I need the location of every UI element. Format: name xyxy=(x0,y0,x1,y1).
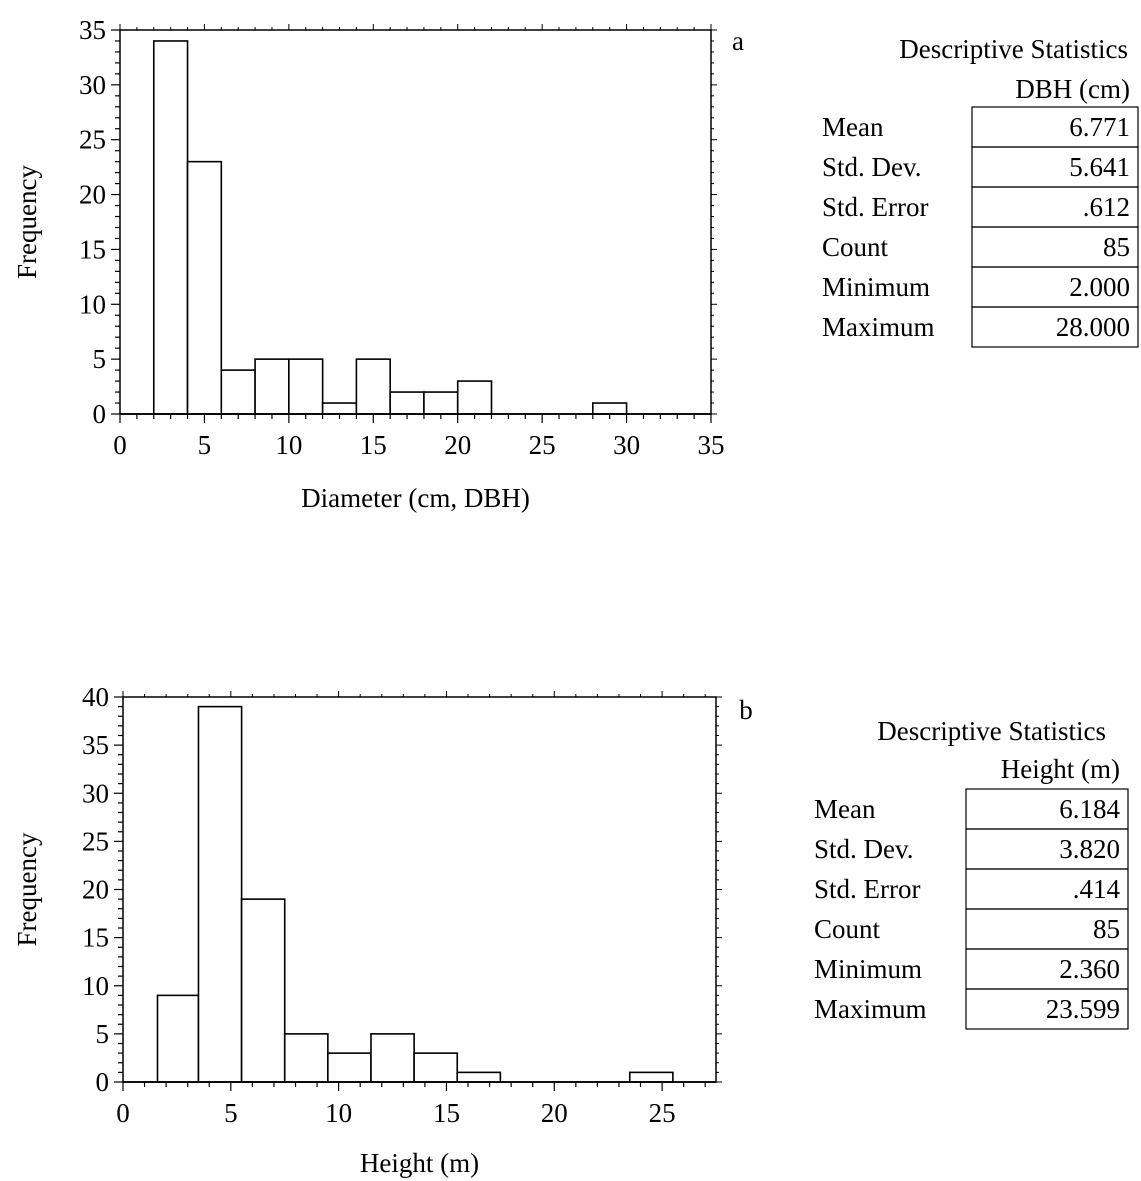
histogram-bar xyxy=(327,1052,372,1083)
stats-row-value: 6.771 xyxy=(1069,112,1130,142)
histogram-bar xyxy=(240,898,286,1083)
histogram-panel-a: 0 5 10 15 20 25 30 35 0 5 10 15 20 25 30 35 Diameter (cm… xyxy=(12,15,744,513)
x-tick-label: 5 xyxy=(198,430,212,460)
x-tick-label: 10 xyxy=(275,430,302,460)
panel-letter: b xyxy=(739,695,753,725)
y-axis-title: Frequency xyxy=(12,832,42,946)
y-tick-label: 25 xyxy=(79,125,106,155)
y-tick-label: 30 xyxy=(82,778,109,808)
x-tick-label: 0 xyxy=(113,430,127,460)
stats-row-label: Mean xyxy=(814,794,876,824)
histogram-bar xyxy=(283,1033,329,1083)
y-tick-label: 0 xyxy=(93,399,107,429)
stats-title: Descriptive Statistics xyxy=(877,716,1106,746)
histogram-bar xyxy=(186,160,223,415)
x-tick-label: 35 xyxy=(698,430,725,460)
histogram-bar xyxy=(413,1052,459,1083)
histogram-bar xyxy=(456,380,493,415)
stats-row-label: Minimum xyxy=(822,272,930,302)
histogram-bar xyxy=(152,40,189,415)
histogram-bar xyxy=(591,402,628,415)
histogram-bar xyxy=(389,391,425,415)
stats-row-label: Std. Dev. xyxy=(814,834,914,864)
stats-column-header: DBH (cm) xyxy=(1015,74,1130,104)
x-axis-title: Diameter (cm, DBH) xyxy=(301,483,530,513)
stats-row-value: 3.820 xyxy=(1059,834,1120,864)
y-tick-label: 20 xyxy=(79,180,106,210)
stats-row-label: Maximum xyxy=(822,312,935,342)
y-tick-label: 35 xyxy=(82,730,109,760)
stats-column-header: Height (m) xyxy=(1001,754,1120,784)
stats-row-value: 85 xyxy=(1093,914,1120,944)
stats-value-cell xyxy=(965,988,1129,1030)
y-axis-title: Frequency xyxy=(12,165,42,279)
stats-row-value: 2.000 xyxy=(1069,272,1130,302)
stats-row-value: 2.360 xyxy=(1059,954,1120,984)
y-tick-label: 15 xyxy=(79,234,106,264)
y-tick-label: 35 xyxy=(79,15,106,45)
stats-table-a: Descriptive Statistics DBH (cm) Mean 6.771 S… xyxy=(822,34,1139,348)
stats-row-label: Std. Error xyxy=(822,192,928,222)
histogram-panel-b: 0 5 10 15 20 25 0 5 10 15 20 25 30 35 40 Height (m) Freq… xyxy=(12,682,753,1178)
histogram-bar xyxy=(355,358,391,415)
stats-row-label: Std. Dev. xyxy=(822,152,922,182)
stats-row-value: .612 xyxy=(1083,192,1130,222)
x-tick-label: 5 xyxy=(224,1098,238,1128)
panel-letter: a xyxy=(732,26,744,56)
y-tick-label: 15 xyxy=(82,923,109,953)
histogram-bar xyxy=(456,1071,502,1083)
stats-row-label: Std. Error xyxy=(814,874,920,904)
x-tick-label: 20 xyxy=(541,1098,568,1128)
histogram-bar xyxy=(423,391,459,415)
y-tick-label: 5 xyxy=(96,1019,110,1049)
stats-value-cell xyxy=(971,306,1139,348)
y-tick-label: 20 xyxy=(82,875,109,905)
histogram-bar xyxy=(197,705,243,1083)
stats-row-value: 85 xyxy=(1103,232,1130,262)
histogram-bar xyxy=(220,369,256,415)
histogram-bar xyxy=(628,1071,674,1083)
histogram-bar xyxy=(254,358,290,415)
stats-row-value: 23.599 xyxy=(1046,994,1120,1024)
stats-row-value: 5.641 xyxy=(1069,152,1130,182)
stats-row-label: Maximum xyxy=(814,994,927,1024)
stats-row-value: 28.000 xyxy=(1056,312,1130,342)
y-tick-label: 40 xyxy=(82,682,109,712)
stats-table-b: Descriptive Statistics Height (m) Mean 6.18… xyxy=(814,716,1129,1030)
x-tick-label: 10 xyxy=(325,1098,352,1128)
x-tick-label: 25 xyxy=(649,1098,676,1128)
stats-title: Descriptive Statistics xyxy=(899,34,1128,64)
stats-row-label: Minimum xyxy=(814,954,922,984)
x-axis-title: Height (m) xyxy=(360,1148,479,1178)
stats-row-value: 6.184 xyxy=(1059,794,1120,824)
histogram-bar xyxy=(288,358,324,415)
y-tick-label: 10 xyxy=(79,289,106,319)
x-tick-label: 25 xyxy=(529,430,556,460)
histogram-bar xyxy=(370,1033,415,1083)
histogram-bar xyxy=(156,994,200,1083)
y-tick-label: 10 xyxy=(82,971,109,1001)
x-tick-label: 0 xyxy=(116,1098,130,1128)
x-tick-label: 15 xyxy=(360,430,387,460)
y-tick-label: 5 xyxy=(93,344,107,374)
x-tick-label: 30 xyxy=(613,430,640,460)
x-tick-label: 20 xyxy=(444,430,471,460)
stats-row-label: Count xyxy=(814,914,881,944)
y-tick-label: 30 xyxy=(79,70,106,100)
stats-row-label: Count xyxy=(822,232,889,262)
y-tick-label: 25 xyxy=(82,826,109,856)
histogram-bar xyxy=(321,402,358,415)
y-tick-label: 0 xyxy=(96,1067,110,1097)
stats-row-value: .414 xyxy=(1073,874,1121,904)
x-tick-label: 15 xyxy=(433,1098,460,1128)
stats-row-label: Mean xyxy=(822,112,884,142)
